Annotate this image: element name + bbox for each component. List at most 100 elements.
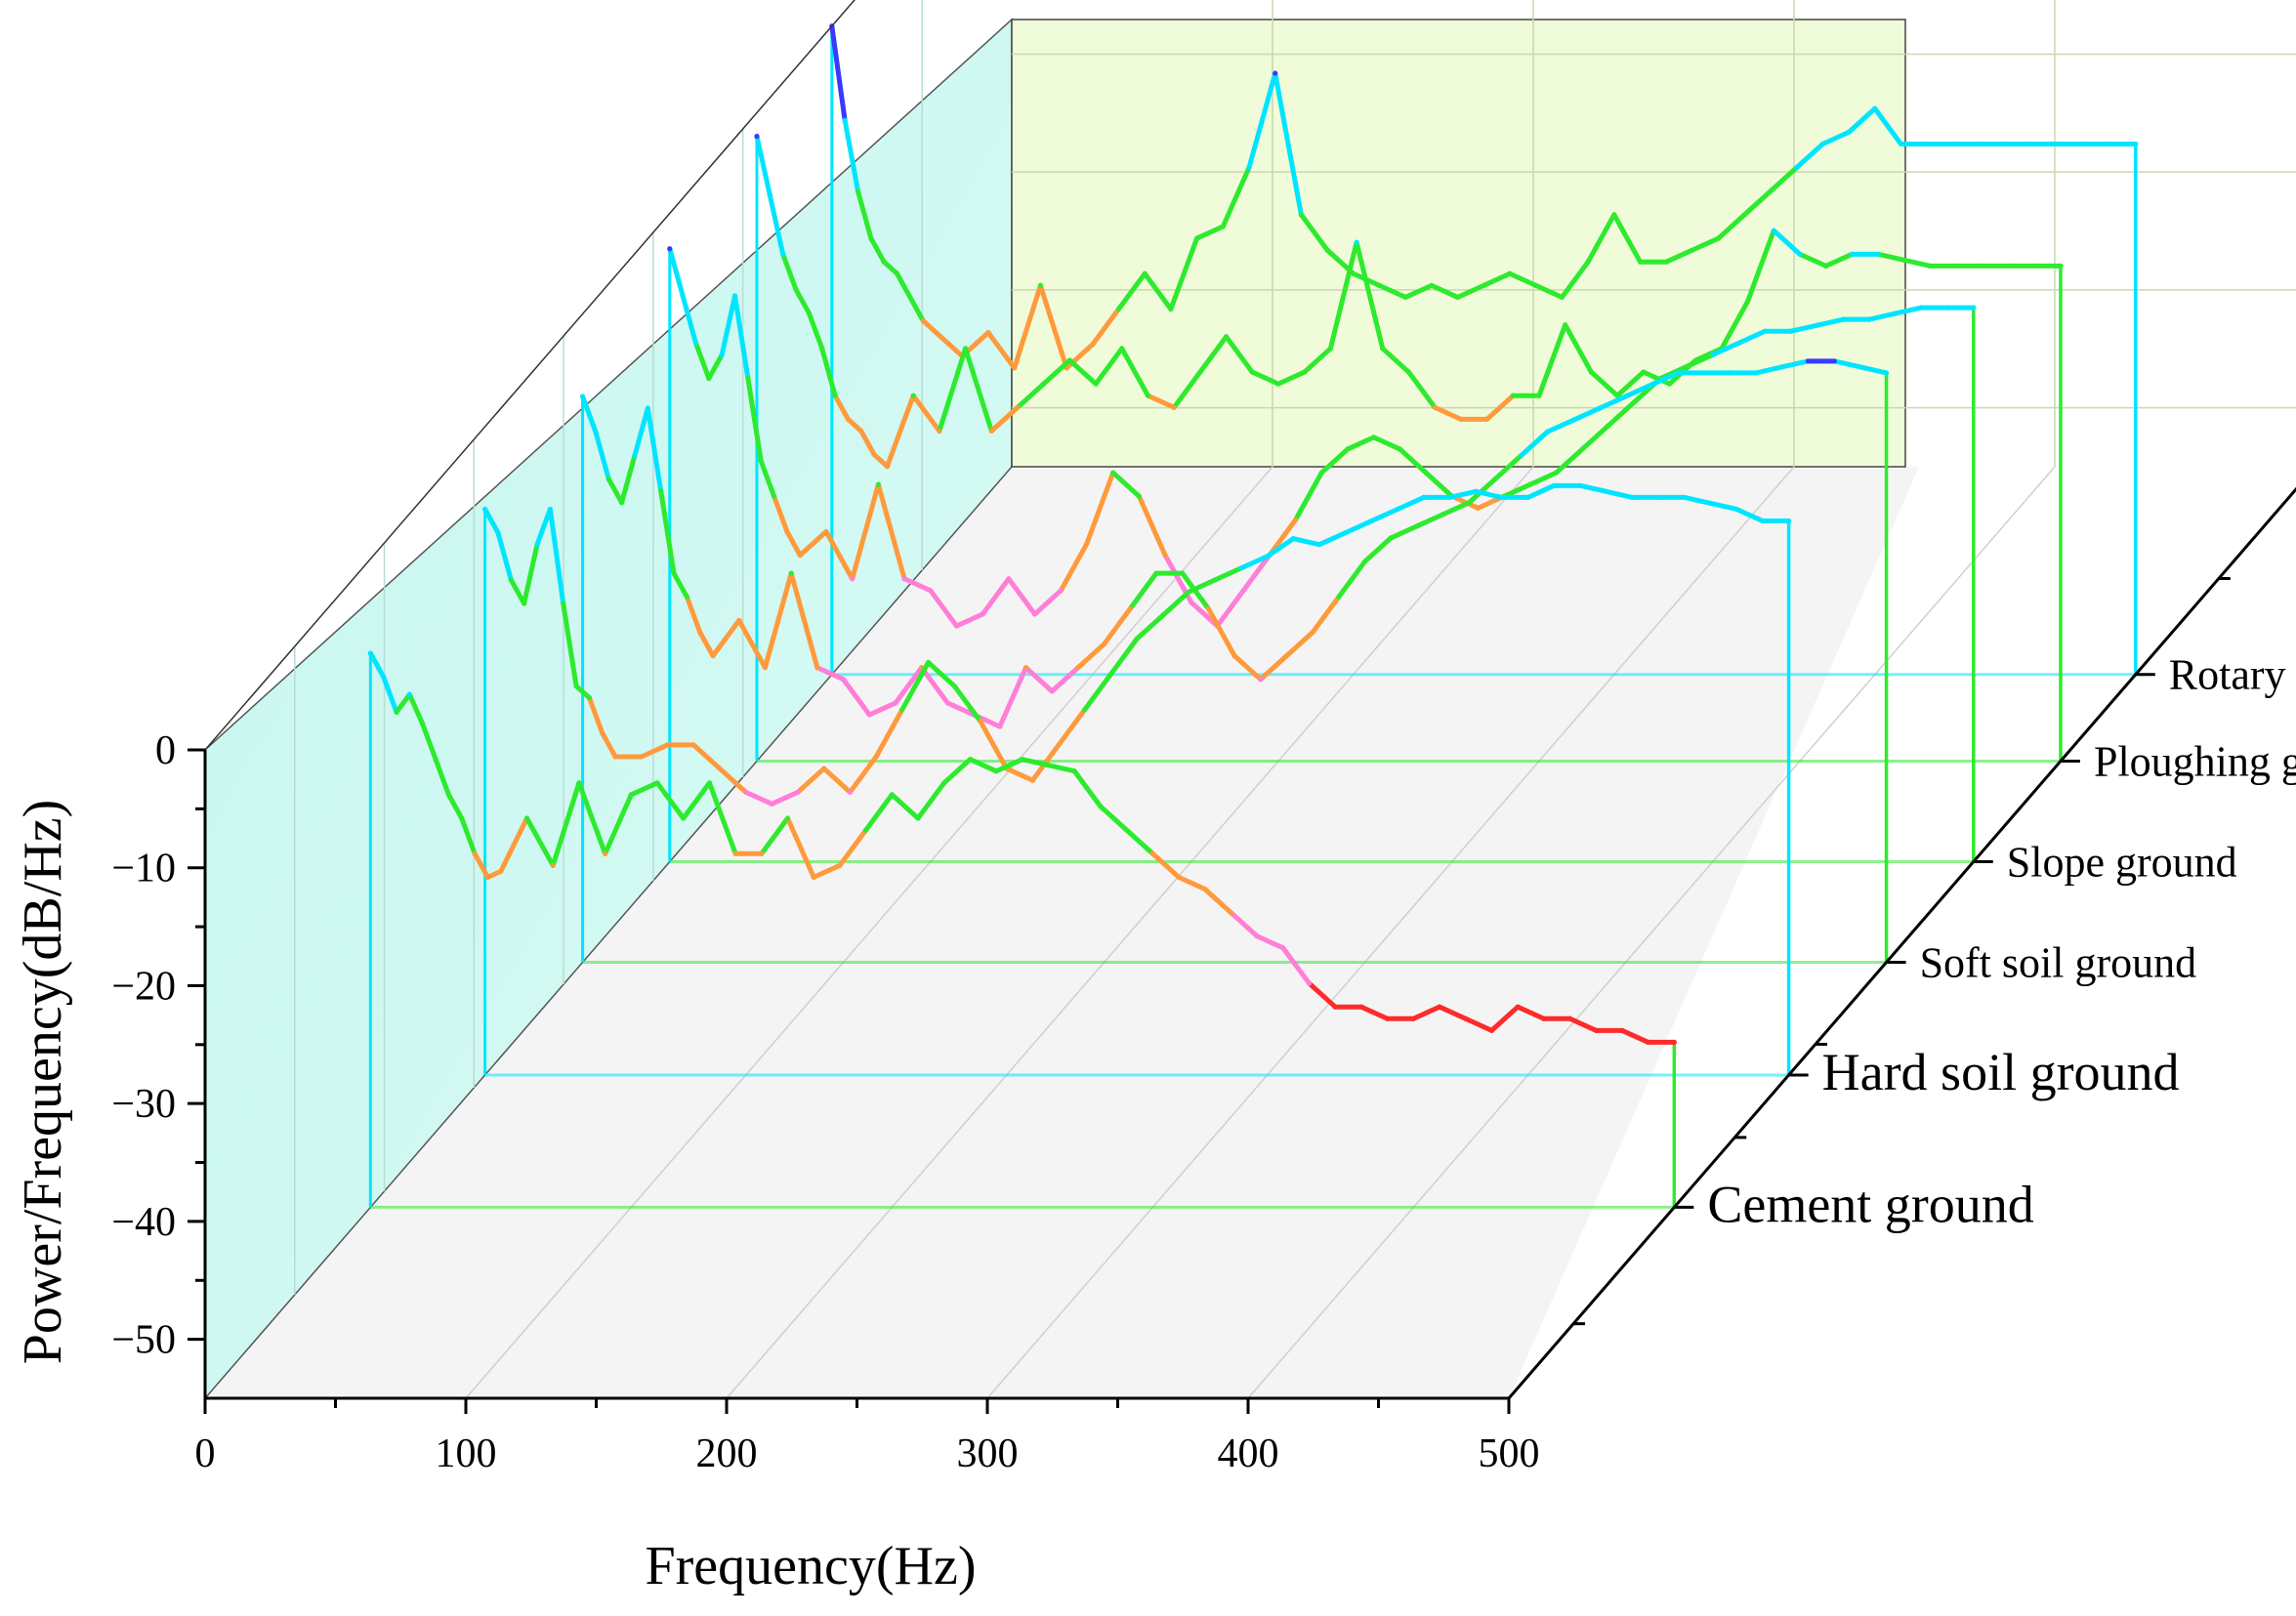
- series-segment: [580, 394, 599, 435]
- series-point: [1298, 212, 1305, 218]
- series-segment: [1298, 212, 1330, 253]
- series-point: [1220, 224, 1226, 229]
- series-point: [550, 862, 556, 868]
- series-point: [1197, 369, 1203, 375]
- series-segment: [710, 617, 742, 659]
- series-segment: [1006, 576, 1038, 617]
- series-point: [603, 850, 608, 856]
- series-point: [706, 375, 712, 382]
- series-segment: [889, 792, 921, 821]
- series-point: [1045, 763, 1052, 768]
- series-point: [1622, 394, 1629, 399]
- series-segment: [1619, 1027, 1651, 1045]
- series-segment: [858, 428, 877, 458]
- series-point: [381, 674, 387, 680]
- series-segment: [671, 570, 689, 600]
- series-point: [1186, 589, 1192, 595]
- series-point: [1527, 481, 1533, 487]
- series-segment: [1220, 165, 1252, 229]
- series-point: [717, 766, 723, 771]
- series-segment: [658, 488, 677, 576]
- series-point: [1971, 305, 1977, 311]
- series-point: [1646, 1039, 1651, 1046]
- series-segment: [1228, 910, 1260, 939]
- series-segment: [394, 691, 412, 715]
- series-point: [1510, 393, 1516, 398]
- series-segment: [1368, 506, 1400, 524]
- series-segment: [1004, 766, 1035, 783]
- series-segment: [1579, 423, 1611, 452]
- series-point: [821, 766, 827, 771]
- series-segment: [1866, 311, 1899, 322]
- series-point: [894, 270, 900, 276]
- series-point: [681, 815, 687, 821]
- series-segment: [1290, 536, 1322, 548]
- series-segment: [868, 235, 887, 265]
- series-segment: [706, 352, 725, 382]
- series-point: [639, 754, 645, 760]
- series-segment: [1395, 494, 1427, 512]
- series-point: [1310, 629, 1315, 636]
- series-point: [719, 352, 725, 357]
- series-segment: [1258, 653, 1289, 683]
- series-segment: [1768, 165, 1800, 194]
- series-segment: [1554, 446, 1585, 476]
- series-point: [1466, 500, 1472, 506]
- series-point: [814, 665, 820, 671]
- series-segment: [524, 815, 556, 868]
- series-segment: [1440, 500, 1472, 518]
- series-segment: [1283, 629, 1315, 659]
- series-segment: [732, 293, 751, 382]
- series-segment: [593, 429, 611, 482]
- series-segment: [522, 542, 540, 606]
- series-segment: [928, 588, 959, 629]
- series-point: [1385, 1015, 1391, 1021]
- series-point: [784, 528, 790, 535]
- series-point: [920, 317, 926, 324]
- series-point: [1006, 576, 1012, 582]
- series-point: [946, 342, 952, 348]
- series-segment: [1058, 541, 1090, 594]
- series-point: [495, 530, 501, 536]
- series-point: [941, 780, 947, 786]
- series-point: [967, 757, 974, 763]
- series-segment: [1246, 70, 1278, 171]
- series-point: [1119, 346, 1125, 352]
- series-segment: [910, 393, 942, 434]
- series-label: Hard soil ground: [1822, 1043, 2180, 1101]
- series-point: [893, 700, 898, 706]
- series-point: [1345, 446, 1351, 452]
- series-segment: [654, 780, 687, 821]
- series-segment: [706, 780, 738, 856]
- series-point: [1819, 141, 1826, 147]
- x-axis-title: Frequency(Hz): [646, 1536, 977, 1596]
- series-lines: [367, 23, 2139, 1046]
- series-point: [2002, 141, 2008, 147]
- series-segment: [871, 452, 890, 470]
- series-segment: [1735, 328, 1768, 346]
- series-point: [573, 683, 579, 689]
- series-segment: [873, 707, 905, 760]
- series-cement-ground: [367, 650, 1677, 1046]
- series-point: [1840, 316, 1846, 322]
- series-point: [1682, 494, 1688, 500]
- series-point: [1376, 282, 1383, 288]
- series-point: [1423, 470, 1429, 476]
- series-segment: [576, 780, 608, 856]
- series-point: [498, 868, 504, 874]
- series-point: [690, 742, 696, 748]
- series-segment: [841, 677, 872, 718]
- series-segment: [785, 815, 816, 880]
- series-segment: [850, 481, 881, 582]
- series-point: [1533, 282, 1539, 288]
- series-segment: [736, 617, 768, 671]
- series-point: [1332, 1004, 1338, 1010]
- series-point: [576, 780, 582, 786]
- y-tick-label: −10: [111, 847, 176, 891]
- series-point: [1249, 369, 1255, 375]
- series-segment: [1275, 369, 1308, 387]
- series-point: [1675, 370, 1681, 376]
- series-point: [680, 293, 686, 299]
- series-point: [1049, 688, 1055, 694]
- series-segment: [1741, 188, 1774, 218]
